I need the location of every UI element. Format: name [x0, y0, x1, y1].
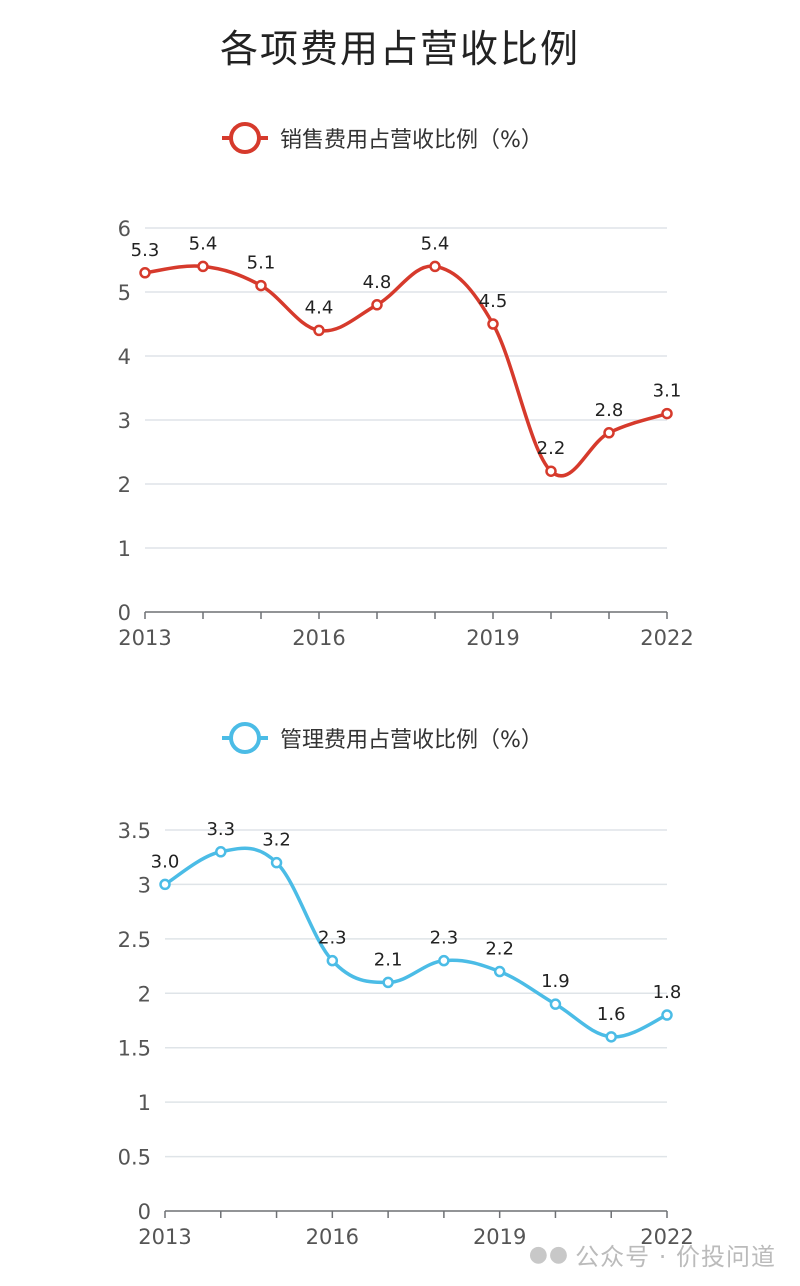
watermark: ●● 公众号 · 价投问道 — [529, 1237, 776, 1272]
y-tick-label: 1 — [118, 537, 131, 561]
series-line — [164, 846, 668, 1039]
wechat-icon: ●● — [528, 1242, 570, 1267]
data-point — [371, 299, 383, 311]
data-label: 1.6 — [597, 1004, 626, 1025]
data-label: 4.8 — [363, 272, 392, 293]
data-label: 5.1 — [247, 253, 276, 274]
data-point — [270, 856, 283, 869]
y-tick-label: 0 — [118, 601, 131, 625]
data-label: 3.1 — [653, 381, 682, 402]
x-tick-label: 2019 — [473, 1225, 526, 1249]
data-label: 3.2 — [262, 830, 291, 851]
data-point — [429, 260, 441, 273]
data-label: 1.9 — [541, 971, 570, 992]
y-tick-label: 4 — [118, 345, 131, 369]
watermark-text: 公众号 · 价投问道 — [575, 1243, 776, 1271]
x-tick-label: 2016 — [306, 1225, 359, 1249]
data-point — [603, 427, 615, 439]
data-label: 1.8 — [653, 982, 682, 1003]
data-point — [139, 267, 151, 279]
data-point — [215, 846, 227, 858]
legend-admin-label: 管理费用占营收比例（%） — [280, 728, 543, 753]
legend-admin: 管理费用占营收比例（%） — [222, 718, 543, 758]
data-point — [493, 965, 506, 978]
data-point — [255, 279, 267, 292]
x-tick-label: 2022 — [640, 1225, 693, 1249]
data-label: 4.5 — [479, 291, 508, 312]
page-title: 各项费用占营收比例 — [219, 27, 580, 71]
x-tick-label: 2016 — [292, 626, 345, 650]
y-tick-label: 2.5 — [118, 928, 151, 952]
data-label: 3.3 — [206, 819, 235, 840]
data-label: 2.1 — [374, 949, 403, 970]
data-label: 2.3 — [318, 928, 347, 949]
x-tick-label: 2013 — [138, 1225, 191, 1249]
data-label: 4.4 — [305, 297, 334, 318]
x-tick-label: 2013 — [118, 626, 171, 650]
y-tick-label: 3 — [138, 873, 151, 897]
data-point — [545, 465, 557, 477]
data-point — [382, 976, 394, 989]
x-tick-label: 2022 — [640, 626, 693, 650]
data-point — [661, 1009, 673, 1021]
data-point — [438, 954, 450, 967]
data-label: 5.4 — [421, 233, 450, 254]
data-point — [197, 260, 209, 273]
legend-sales-label: 销售费用占营收比例（%） — [280, 128, 543, 153]
data-label: 3.0 — [151, 851, 180, 872]
data-point — [313, 324, 325, 337]
data-point — [326, 954, 339, 967]
x-tick-label: 2019 — [466, 626, 519, 650]
data-label: 2.2 — [485, 939, 514, 960]
y-tick-label: 6 — [118, 217, 131, 241]
data-label: 2.2 — [537, 438, 566, 459]
data-point — [605, 1031, 617, 1043]
series-line — [144, 264, 668, 478]
data-point — [661, 407, 673, 420]
data-label: 2.8 — [595, 400, 624, 421]
y-tick-label: 1.5 — [118, 1037, 151, 1061]
legend-admin-marker — [222, 722, 268, 754]
y-tick-label: 3.5 — [118, 819, 151, 843]
chart-sales-ratio: 0 1 2 3 4 5 6 2013 2016 2019 2022 5.3 5.4 5.1 4.4 4.8 5.… — [118, 217, 694, 650]
y-tick-label: 3 — [118, 409, 131, 433]
data-label: 5.4 — [189, 233, 218, 254]
chart-admin-ratio: 0 0.5 1 1.5 2 2.5 3 3.5 2013 2016 2019 2022 3.0 3.3 3.… — [118, 819, 694, 1249]
y-tick-label: 2 — [138, 982, 151, 1006]
y-tick-label: 2 — [118, 473, 131, 497]
y-tick-label: 0 — [138, 1200, 151, 1224]
legend-sales: 销售费用占营收比例（%） — [222, 118, 543, 158]
data-point — [159, 878, 171, 891]
data-point — [487, 318, 499, 330]
data-point — [549, 998, 562, 1010]
y-tick-label: 0.5 — [118, 1146, 151, 1170]
y-tick-label: 1 — [138, 1091, 151, 1115]
data-label: 5.3 — [131, 240, 160, 261]
legend-sales-marker — [222, 122, 268, 154]
y-tick-label: 5 — [118, 281, 131, 305]
data-label: 2.3 — [430, 928, 459, 949]
